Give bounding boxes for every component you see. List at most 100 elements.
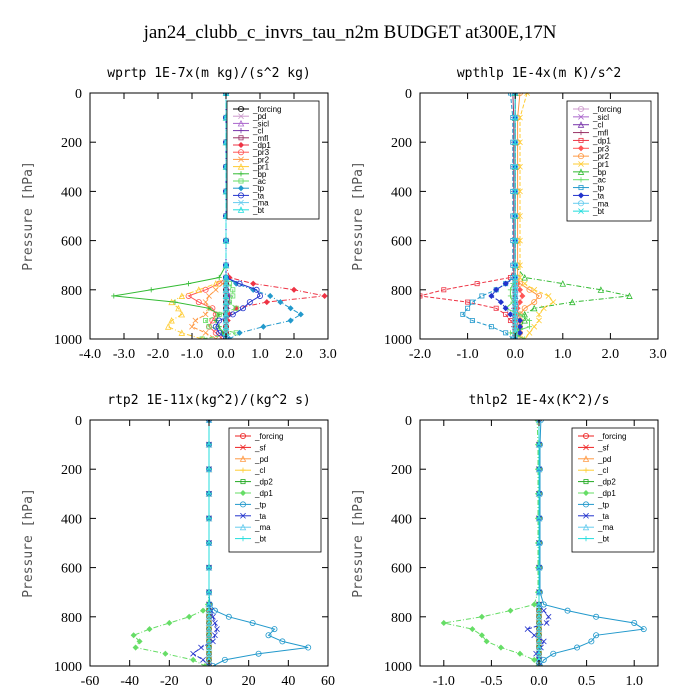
legend-marker <box>237 206 245 213</box>
y-axis-label: Pressure [hPa] <box>351 161 366 271</box>
series-line-pr2 <box>191 93 227 339</box>
legend-marker <box>237 185 245 192</box>
data-point-dp1 <box>186 613 193 620</box>
data-point-dp1 <box>531 656 538 663</box>
y-tick-label: 0 <box>75 87 82 102</box>
x-tick-label: 40 <box>281 674 295 689</box>
data-point-ta <box>212 632 218 639</box>
data-point-bp <box>216 274 222 281</box>
x-tick-label: 2.0 <box>285 347 303 362</box>
figure-title: jan24_clubb_c_invrs_tau_n2m BUDGET at300… <box>143 22 557 43</box>
data-point-ta <box>543 620 550 626</box>
x-tick-label: 0.0 <box>506 347 524 362</box>
data-point-tp <box>249 619 256 626</box>
data-point-ac <box>517 311 523 317</box>
data-point-bt <box>222 298 230 306</box>
legend: _forcing _sf _pd _cl _dp2 _dp1 _tp _ta _ma _bt <box>228 427 322 553</box>
data-point-bt <box>536 565 542 571</box>
x-tick-label: -3.0 <box>113 347 135 362</box>
data-point-dp1 <box>250 280 257 287</box>
legend-marker <box>239 489 247 497</box>
legend-entry: _sicl <box>252 119 269 128</box>
data-point-ta <box>206 663 212 666</box>
data-point-ac <box>216 311 222 317</box>
data-point-tp <box>271 626 278 633</box>
legend-marker <box>583 479 589 485</box>
data-point-tp <box>226 335 233 339</box>
data-point-bt <box>206 540 212 546</box>
data-point-ta <box>502 305 509 312</box>
y-tick-label: 800 <box>391 284 412 299</box>
x-tick-label: 20 <box>242 674 256 689</box>
legend-entry: _ma <box>254 523 271 532</box>
data-point-ta <box>502 280 509 287</box>
data-point-bp <box>559 280 567 287</box>
data-point-bt <box>536 614 542 620</box>
data-point-bt <box>512 286 519 293</box>
data-point-pr3 <box>185 292 192 299</box>
legend-marker <box>240 512 246 519</box>
y-axis-label: Pressure [hPa] <box>351 488 366 598</box>
data-point-pr1 <box>178 329 186 336</box>
data-point-ta <box>531 632 538 639</box>
data-point-pr2 <box>516 280 523 287</box>
data-point-pr1 <box>212 280 220 287</box>
data-point-ta <box>216 329 223 336</box>
data-point-dp1 <box>507 607 514 614</box>
data-point-tp <box>469 318 475 324</box>
data-point-dp1 <box>474 281 480 287</box>
data-point-bt <box>512 188 519 195</box>
data-point-tp <box>503 330 509 336</box>
data-point-dp1 <box>441 287 447 293</box>
legend-marker <box>578 106 585 113</box>
legend-marker <box>582 489 590 497</box>
legend-marker <box>578 161 584 167</box>
data-point-pr1 <box>178 310 186 318</box>
data-point-dp1 <box>202 662 209 666</box>
data-point-ac <box>526 317 533 324</box>
data-point-bp <box>111 293 117 299</box>
data-point-dp1 <box>440 619 447 626</box>
y-tick-label: 400 <box>61 512 82 527</box>
data-point-bp <box>597 286 605 293</box>
y-tick-label: 0 <box>75 414 82 429</box>
legend-entry: _pd <box>252 112 266 121</box>
legend-marker <box>239 523 247 531</box>
plot-frame <box>419 92 659 340</box>
plot-frame <box>89 92 329 340</box>
legend-entry: _dp1 <box>592 136 611 145</box>
legend-entry: _tp <box>252 184 265 193</box>
data-point-ac <box>526 324 533 330</box>
data-point-ac <box>233 305 239 311</box>
x-tick-label: 0.5 <box>578 674 596 689</box>
data-point-dp1 <box>321 292 328 299</box>
data-point-pr2 <box>531 299 538 306</box>
data-point-tp <box>593 613 600 620</box>
data-point-ac <box>199 336 205 339</box>
data-point-dp1 <box>478 632 485 639</box>
data-point-bt <box>206 638 212 644</box>
data-point-bt <box>536 626 542 632</box>
data-point-bt <box>536 638 542 644</box>
data-point-bp <box>186 281 192 287</box>
data-point-pr1 <box>517 163 523 170</box>
data-point-tp <box>550 650 557 657</box>
x-tick-label: 2.0 <box>602 347 620 362</box>
data-point-bt <box>206 614 212 620</box>
legend-entry: _pr1 <box>252 163 270 172</box>
data-point-pr1 <box>550 299 557 305</box>
data-point-bt <box>512 93 519 96</box>
data-point-ta <box>524 626 531 632</box>
data-point-ta <box>516 329 523 336</box>
x-tick-label: -40 <box>120 674 139 689</box>
data-point-bt <box>222 286 230 293</box>
legend-marker <box>238 156 244 163</box>
panel-title: wprtp 1E-7x(m kg)/(s^2 kg) <box>107 66 311 81</box>
data-point-ta <box>212 323 219 330</box>
data-point-ta <box>497 299 504 306</box>
y-tick-label: 600 <box>391 235 412 250</box>
legend-marker <box>239 501 246 508</box>
legend-marker <box>238 178 244 184</box>
data-point-tp <box>297 311 304 318</box>
data-point-bt <box>512 237 519 244</box>
